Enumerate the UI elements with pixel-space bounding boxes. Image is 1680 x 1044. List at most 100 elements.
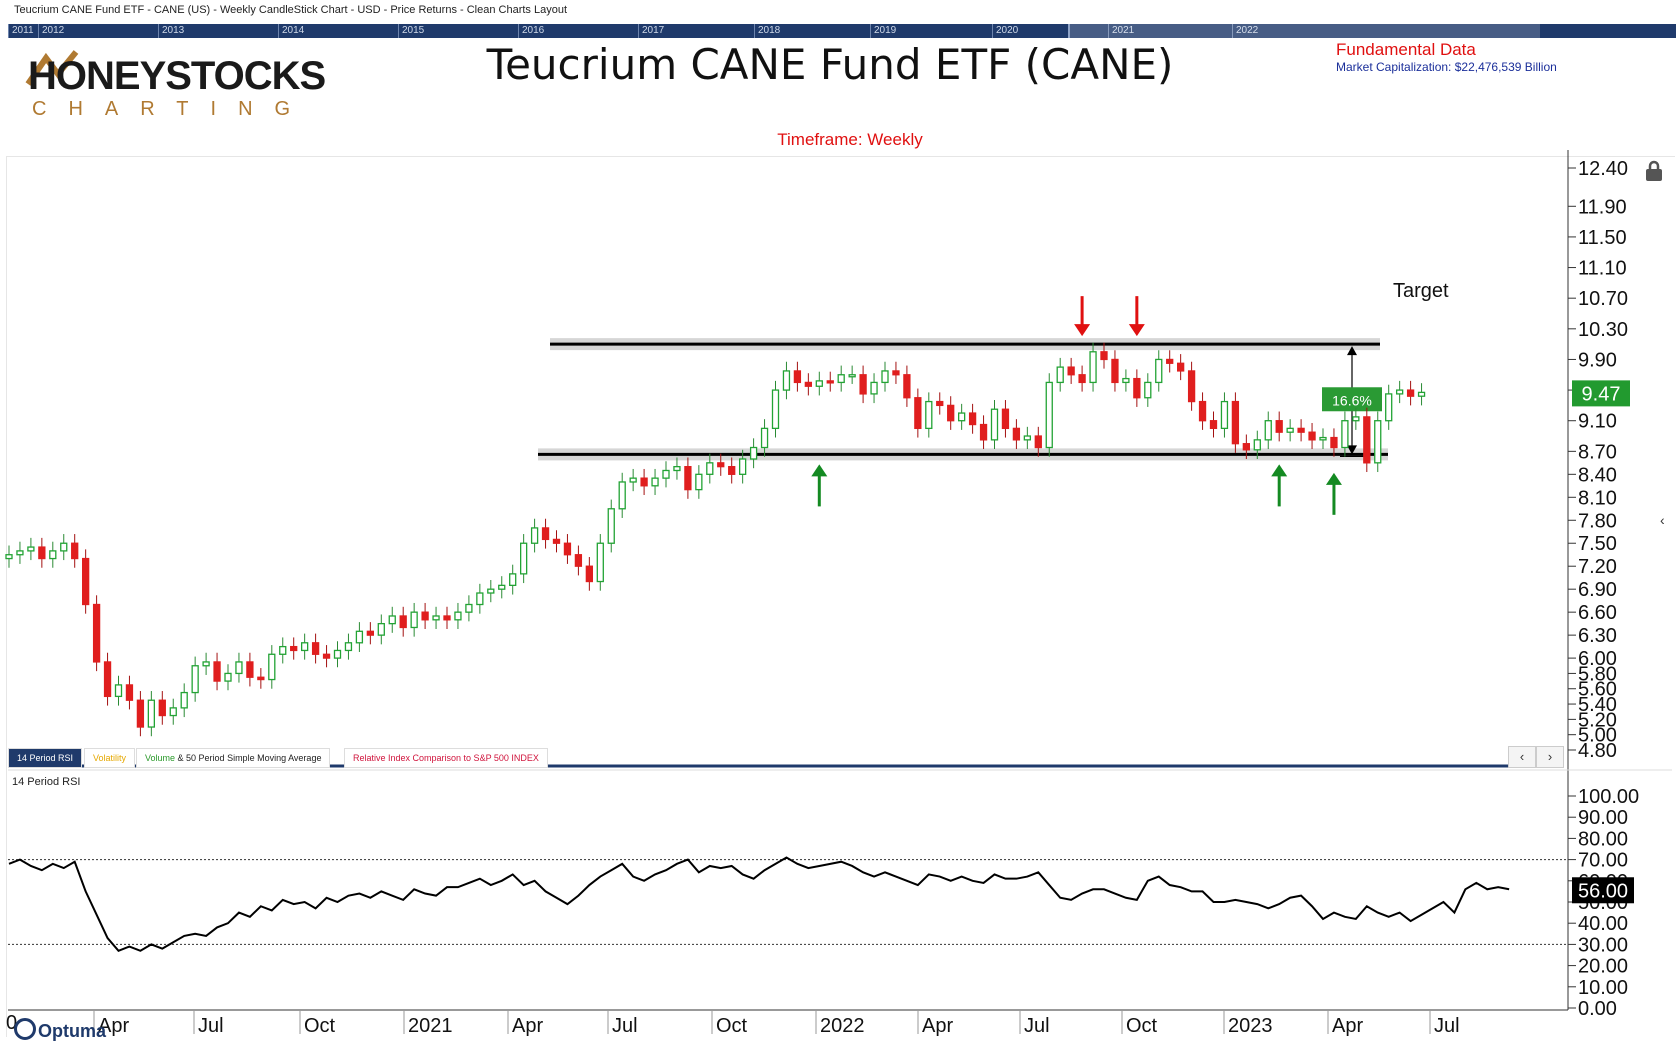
candle-body <box>936 400 944 407</box>
x-tick-label: Oct <box>304 1015 336 1037</box>
candle-body <box>585 565 593 583</box>
y-tick-label: 6.90 <box>1578 579 1617 601</box>
candle-body <box>717 462 725 468</box>
fundamental-data-title: Fundamental Data <box>1336 40 1476 59</box>
x-tick-label: Apr <box>512 1015 543 1037</box>
scroll-right-button[interactable]: › <box>1536 746 1564 768</box>
tab-volume-label: Volume <box>145 753 176 763</box>
candle-body <box>355 630 364 644</box>
x-tick-label: 2023 <box>1228 1015 1273 1037</box>
candle-body <box>695 473 703 491</box>
x-tick-label: Jul <box>1434 1015 1460 1037</box>
year-tick[interactable]: 2020 <box>992 24 1018 38</box>
x-tick-label: Oct <box>1126 1015 1158 1037</box>
year-tick[interactable]: 2018 <box>754 24 780 38</box>
candle-body <box>651 477 659 487</box>
candle-body <box>1012 427 1021 441</box>
y-tick-label: 11.50 <box>1578 227 1627 249</box>
y-tick-label: 4.80 <box>1578 740 1617 762</box>
candle-body <box>191 665 199 694</box>
tab-relative-index[interactable]: Relative Index Comparison to S&P 500 IND… <box>344 748 548 768</box>
candle-body <box>640 477 648 487</box>
candle-body <box>1417 391 1426 397</box>
candle-body <box>563 542 572 556</box>
candle-body <box>1330 436 1338 449</box>
tab-volume[interactable]: Volume & 50 Period Simple Moving Average <box>136 748 331 768</box>
y-tick-label: 5.60 <box>1578 679 1617 701</box>
candle-body <box>990 408 999 441</box>
year-tick[interactable]: 2014 <box>278 24 304 38</box>
candle-body <box>1001 408 1010 430</box>
tab-volatility[interactable]: Volatility <box>84 748 136 768</box>
target-label: Target <box>1393 280 1449 302</box>
candle-body <box>60 542 68 552</box>
candle-body <box>487 588 495 594</box>
candle-body <box>739 458 747 475</box>
candle-body <box>1089 351 1097 384</box>
rsi-last-badge <box>1572 877 1634 904</box>
scroll-left-button[interactable]: ‹ <box>1508 746 1536 768</box>
candle-body <box>257 676 265 681</box>
candle-body <box>1067 366 1075 376</box>
candle-body <box>1319 436 1327 441</box>
candle-body <box>1177 362 1185 372</box>
x-tick-label: Apr <box>1332 1015 1363 1037</box>
year-navigator[interactable]: 2011 2012 2013 2014 2015 2016 2017 2018 2019 2020… <box>8 24 1676 38</box>
y-tick-label: 10.70 <box>1578 288 1628 310</box>
y-tick-label: 9.10 <box>1578 411 1617 433</box>
y-tick-label: 5.80 <box>1578 663 1617 685</box>
candle-body <box>421 611 429 621</box>
candle-body <box>1308 431 1316 441</box>
year-tick[interactable]: 2017 <box>638 24 664 38</box>
tab-rsi[interactable]: 14 Period RSI <box>8 748 83 768</box>
x-tick-label: 2021 <box>408 1015 453 1037</box>
candle-body <box>771 389 780 430</box>
year-tick[interactable]: 2022 <box>1232 24 1258 38</box>
candle-body <box>607 508 615 544</box>
year-navigator-window[interactable] <box>1068 24 1540 38</box>
y-tick-label: 7.20 <box>1578 556 1617 578</box>
candle-body <box>224 672 232 682</box>
sell-signal-arrow-2-head <box>1128 324 1145 337</box>
candle-body <box>290 645 298 652</box>
candle-body <box>837 374 845 384</box>
collapse-panel-icon[interactable]: ‹ <box>1660 512 1665 528</box>
move-pct-label: 16.6% <box>1332 392 1372 408</box>
x-tick-label: Apr <box>922 1015 953 1037</box>
candle-body <box>826 380 834 384</box>
year-tick[interactable]: 2013 <box>158 24 184 38</box>
candle-body <box>322 653 331 659</box>
y-tick-label: 6.00 <box>1578 648 1617 670</box>
last-price-badge <box>1572 380 1630 407</box>
year-tick[interactable]: 2021 <box>1108 24 1134 38</box>
candle-body <box>1198 400 1207 422</box>
candle-body <box>454 611 462 621</box>
candle-body <box>530 527 539 544</box>
year-tick[interactable]: 2012 <box>38 24 64 38</box>
candle-body <box>410 611 418 629</box>
year-tick[interactable]: 2011 <box>8 24 34 38</box>
y-tick-label: 6.60 <box>1578 602 1617 624</box>
candle-body <box>169 707 177 717</box>
year-tick[interactable]: 2019 <box>870 24 896 38</box>
lock-icon[interactable] <box>1644 160 1664 182</box>
candle-body <box>1078 374 1086 384</box>
candle-body <box>968 412 977 426</box>
candle-body <box>333 649 342 659</box>
candle-body <box>268 653 276 681</box>
candle-body <box>1220 400 1229 430</box>
year-tick[interactable]: 2015 <box>398 24 424 38</box>
move-pct-badge <box>1322 387 1382 412</box>
year-tick[interactable]: 2016 <box>518 24 544 38</box>
candle-body <box>1133 377 1141 399</box>
candle-body <box>399 615 407 629</box>
y-tick-label: 9.90 <box>1578 349 1617 371</box>
candle-body <box>925 400 933 430</box>
x-tick-label: Jul <box>612 1015 638 1037</box>
candle-body <box>804 381 812 387</box>
optuma-logo-icon <box>14 1018 36 1040</box>
candle-body <box>377 622 385 636</box>
chart-description: Teucrium CANE Fund ETF - CANE (US) - Wee… <box>14 4 568 16</box>
y-tick-label: 7.50 <box>1578 533 1617 555</box>
